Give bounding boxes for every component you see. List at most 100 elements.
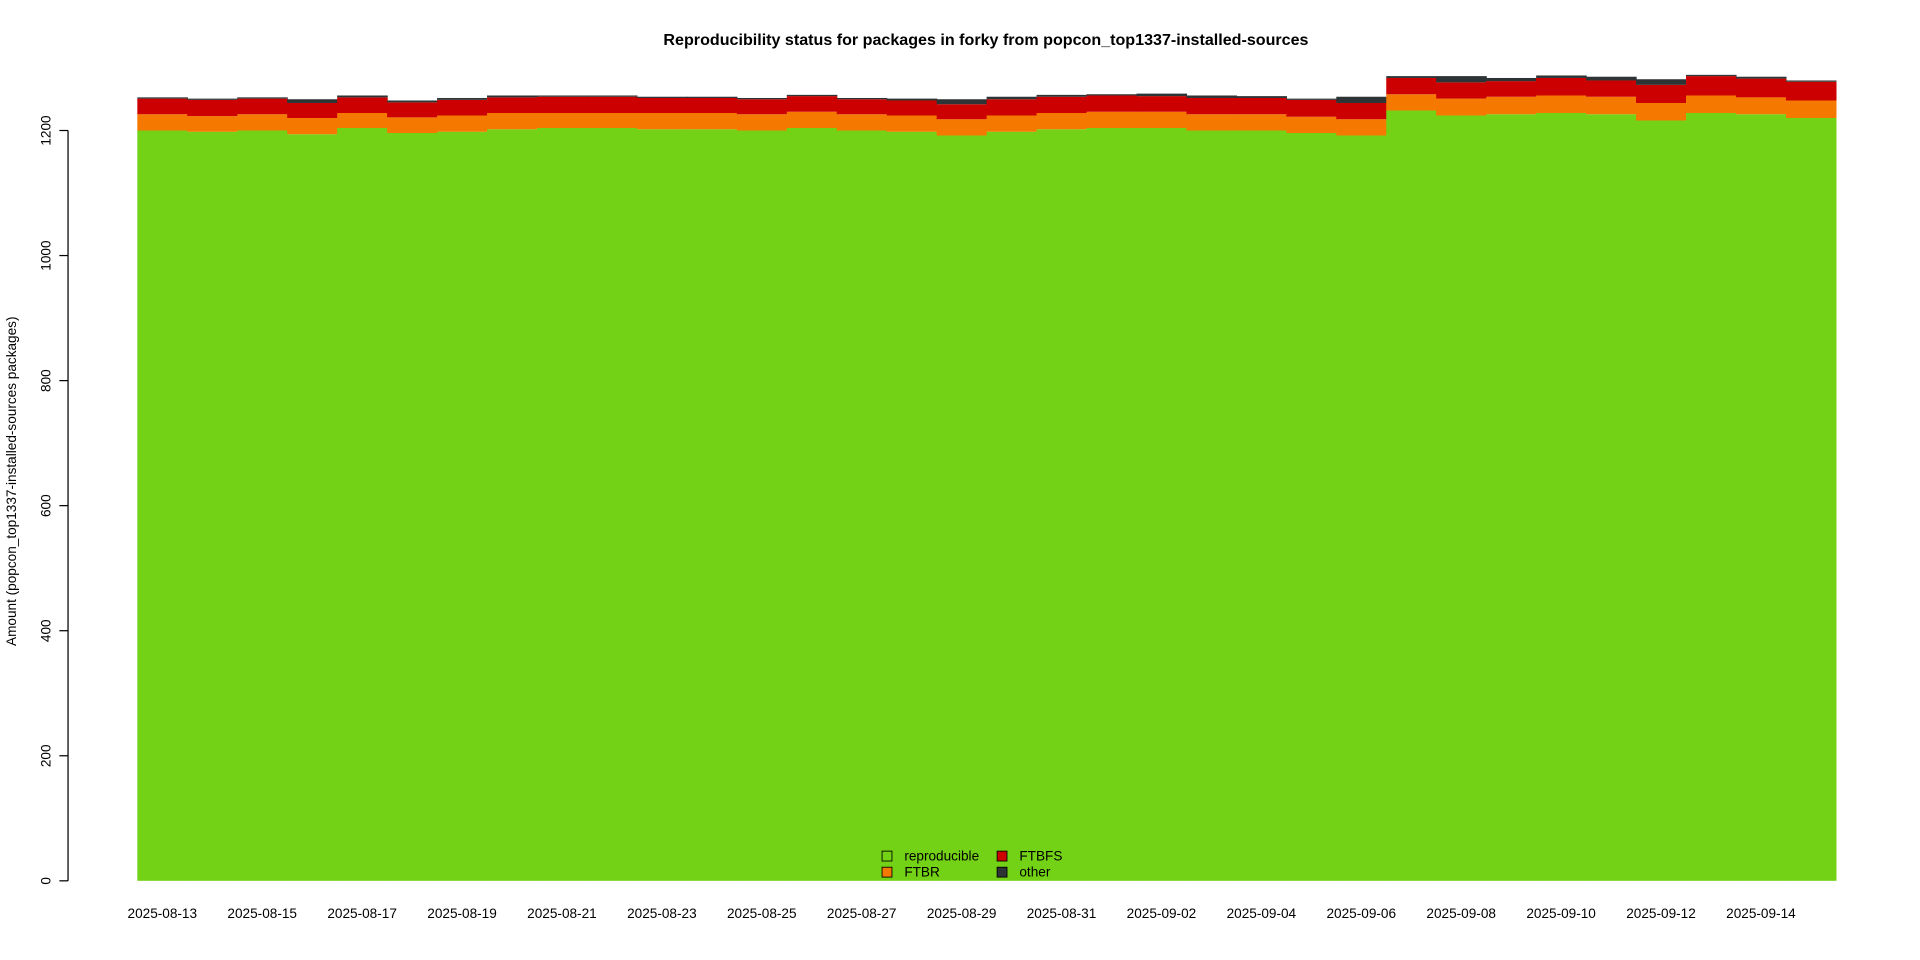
area-step — [736, 114, 788, 131]
x-tick-label: 2025-09-02 — [1127, 906, 1197, 921]
legend-swatch — [996, 866, 1008, 878]
area-step — [1336, 96, 1387, 103]
area-step — [487, 97, 538, 113]
x-tick-label: 2025-09-14 — [1726, 906, 1796, 921]
y-tick-label: 800 — [39, 369, 54, 392]
area-step — [1236, 97, 1287, 115]
area-step — [786, 128, 838, 881]
area-step — [1636, 84, 1687, 103]
x-tick-label: 2025-08-15 — [227, 906, 297, 921]
area-step — [836, 130, 888, 881]
area-step — [1785, 80, 1837, 82]
area-step — [237, 98, 288, 115]
y-tick-label: 0 — [39, 877, 54, 885]
area-step — [986, 131, 1038, 881]
area-step — [1236, 114, 1287, 131]
area-step — [1386, 77, 1437, 95]
area-step — [736, 97, 788, 100]
area-step — [586, 95, 638, 97]
area-step — [1486, 96, 1537, 115]
area-step — [936, 99, 988, 105]
x-tick-label: 2025-08-25 — [727, 906, 797, 921]
area-step — [1036, 96, 1088, 113]
area-step — [1686, 76, 1737, 96]
x-tick-label: 2025-09-08 — [1426, 906, 1496, 921]
y-tick-label: 1000 — [39, 240, 54, 271]
area-step — [1386, 110, 1437, 881]
area-step — [1386, 94, 1437, 111]
area-step — [1236, 96, 1287, 98]
area-step — [387, 133, 438, 881]
area-step — [536, 128, 588, 881]
area-step — [1586, 80, 1637, 97]
area-step — [1686, 74, 1737, 77]
area-step — [1086, 94, 1138, 96]
area-step — [986, 96, 1038, 100]
area-step — [936, 104, 988, 120]
area-step — [1586, 76, 1637, 81]
area-step — [586, 112, 638, 128]
area-step — [137, 114, 188, 131]
area-step — [1586, 96, 1637, 115]
area-step — [1336, 102, 1387, 120]
legend-label: other — [1019, 864, 1050, 879]
area-step — [536, 96, 588, 113]
area-step — [487, 129, 538, 881]
area-step — [287, 99, 338, 103]
area-step — [387, 102, 438, 118]
area-step — [1336, 135, 1387, 881]
area-step — [1036, 94, 1088, 97]
area-step — [1136, 96, 1188, 112]
area-step — [187, 116, 238, 132]
area-step — [836, 97, 888, 100]
x-tick-label: 2025-08-13 — [128, 906, 198, 921]
x-tick-label: 2025-08-31 — [1027, 906, 1097, 921]
area-step — [1636, 79, 1687, 85]
legend-swatch — [881, 866, 893, 878]
area-step — [1686, 112, 1737, 881]
area-step — [1136, 111, 1188, 128]
area-step — [187, 99, 238, 117]
area-step — [1636, 120, 1687, 881]
area-step — [237, 97, 288, 99]
x-tick-label: 2025-08-21 — [527, 906, 597, 921]
area-step — [137, 130, 188, 881]
area-step — [1186, 130, 1238, 881]
area-step — [886, 98, 938, 101]
area-step — [187, 98, 238, 100]
legend-label: FTBFS — [1019, 848, 1062, 863]
area-step — [337, 97, 388, 113]
area-step — [686, 96, 738, 98]
area-step — [1086, 95, 1138, 112]
area-step — [137, 97, 188, 99]
area-step — [287, 102, 338, 118]
area-step — [337, 128, 388, 881]
y-tick-label: 1200 — [39, 115, 54, 146]
area-step — [1785, 81, 1837, 101]
legend-label: FTBR — [904, 864, 940, 879]
area-step — [886, 131, 938, 881]
area-step — [736, 99, 788, 115]
area-step — [1436, 115, 1487, 881]
area-step — [886, 115, 938, 132]
area-step — [1735, 114, 1787, 881]
area-step — [387, 117, 438, 134]
area-step — [786, 111, 838, 128]
area-step — [1586, 114, 1637, 881]
area-step — [1236, 130, 1287, 881]
area-step — [1486, 77, 1537, 82]
area-step — [1136, 93, 1188, 97]
area-step — [187, 131, 238, 881]
area-step — [986, 99, 1038, 116]
legend-swatch — [881, 850, 893, 862]
area-step — [886, 100, 938, 116]
area-step — [487, 112, 538, 130]
area-step — [986, 115, 1038, 132]
area-step — [636, 112, 688, 130]
area-step — [237, 114, 288, 131]
area-step — [1286, 133, 1337, 881]
area-step — [786, 96, 838, 112]
area-step — [1286, 99, 1337, 117]
area-step — [586, 128, 638, 881]
